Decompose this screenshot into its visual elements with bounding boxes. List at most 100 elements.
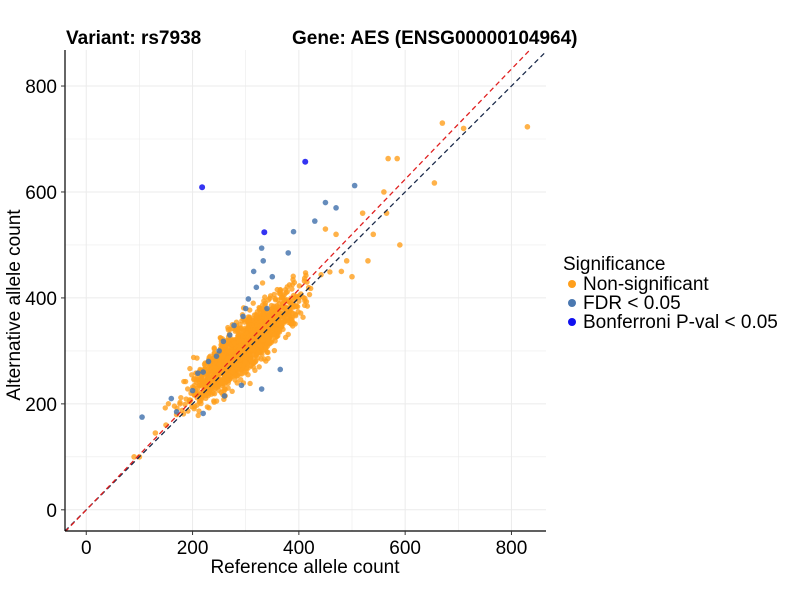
data-point-non-significant	[272, 297, 279, 303]
data-point-non-significant	[207, 374, 213, 381]
legend-key-2	[568, 318, 576, 326]
data-point-non-significant	[289, 286, 295, 292]
data-point-fdr-0-05	[242, 305, 249, 312]
data-point-non-significant	[207, 382, 214, 388]
data-point-non-significant	[180, 411, 187, 417]
data-point-non-significant	[394, 155, 400, 162]
data-point-non-significant	[225, 327, 232, 333]
data-point-non-significant	[265, 297, 272, 303]
data-point-non-significant	[236, 362, 242, 368]
data-point-fdr-0-05	[200, 369, 206, 375]
data-point-non-significant	[236, 338, 242, 344]
data-point-non-significant	[237, 356, 243, 363]
data-point-fdr-0-05	[250, 268, 257, 275]
data-point-fdr-0-05	[290, 228, 297, 235]
data-point-fdr-0-05	[277, 366, 284, 373]
data-point-non-significant	[207, 386, 214, 392]
data-point-non-significant	[286, 282, 293, 288]
data-point-non-significant	[265, 349, 271, 356]
data-point-non-significant	[260, 322, 266, 329]
data-point-non-significant	[178, 394, 184, 401]
data-point-non-significant	[152, 430, 159, 436]
data-point-fdr-0-05	[226, 332, 233, 338]
data-point-fdr-0-05	[245, 296, 252, 302]
data-point-non-significant	[204, 404, 211, 410]
data-point-non-significant	[295, 309, 301, 315]
data-point-non-significant	[223, 358, 229, 364]
y-tick-label: 200	[25, 395, 57, 416]
data-point-non-significant	[243, 353, 249, 360]
data-point-fdr-0-05	[139, 414, 145, 420]
legend-label-2: Bonferroni P-val < 0.05	[583, 312, 778, 333]
data-point-non-significant	[265, 355, 271, 362]
data-point-non-significant	[250, 347, 257, 353]
data-point-non-significant	[431, 180, 438, 186]
data-point-fdr-0-05	[264, 305, 270, 312]
data-point-non-significant	[219, 352, 226, 359]
data-point-non-significant	[184, 386, 191, 392]
data-point-non-significant	[322, 226, 329, 232]
data-point-non-significant	[338, 268, 345, 275]
y-tick-label: 0	[46, 501, 57, 522]
legend-title: Significance	[563, 254, 665, 275]
data-point-non-significant	[318, 272, 324, 278]
data-point-non-significant	[250, 360, 257, 366]
data-point-non-significant	[195, 412, 201, 419]
data-point-fdr-0-05	[173, 409, 180, 415]
data-point-non-significant	[303, 272, 309, 279]
data-point-non-significant	[281, 311, 287, 318]
data-point-non-significant	[274, 302, 280, 309]
data-point-fdr-0-05	[322, 199, 329, 206]
x-tick-label: 800	[496, 538, 528, 559]
data-point-non-significant	[265, 338, 272, 345]
y-tick-label: 400	[25, 289, 57, 310]
x-tick-label: 200	[177, 538, 209, 559]
y-tick-label: 600	[25, 183, 57, 204]
data-point-bonferroni-p-val-0-05	[199, 184, 206, 191]
data-point-non-significant	[171, 403, 178, 409]
data-point-non-significant	[261, 356, 267, 362]
data-point-fdr-0-05	[205, 358, 212, 365]
data-point-non-significant	[245, 314, 252, 320]
data-point-non-significant	[250, 300, 256, 306]
data-point-non-significant	[333, 231, 339, 238]
data-point-non-significant	[268, 317, 274, 323]
data-point-non-significant	[276, 327, 283, 333]
data-point-non-significant	[247, 356, 254, 362]
data-point-non-significant	[365, 258, 371, 264]
data-point-fdr-0-05	[253, 284, 260, 291]
reference-line-identity	[65, 51, 546, 531]
data-point-non-significant	[274, 320, 281, 327]
data-point-non-significant	[198, 400, 204, 407]
data-point-non-significant	[165, 401, 172, 407]
data-point-fdr-0-05	[351, 182, 358, 189]
data-point-non-significant	[290, 303, 297, 310]
data-point-non-significant	[216, 361, 222, 367]
data-point-non-significant	[349, 273, 355, 280]
data-point-fdr-0-05	[269, 273, 276, 280]
data-point-non-significant	[264, 333, 270, 339]
data-point-non-significant	[242, 359, 249, 365]
data-point-non-significant	[221, 386, 227, 392]
data-point-non-significant	[182, 401, 188, 408]
x-tick-label: 400	[283, 538, 315, 559]
data-point-non-significant	[243, 368, 249, 375]
y-tick-label: 800	[25, 77, 57, 98]
data-point-non-significant	[211, 399, 217, 405]
x-tick-label: 0	[81, 538, 92, 559]
data-point-non-significant	[223, 375, 229, 381]
data-point-non-significant	[288, 309, 294, 315]
data-point-non-significant	[460, 125, 467, 132]
data-point-non-significant	[439, 120, 446, 126]
x-tick-label: 600	[389, 538, 421, 559]
data-point-fdr-0-05	[312, 218, 318, 224]
data-point-non-significant	[284, 315, 290, 322]
legend-key-1	[568, 299, 576, 307]
data-point-fdr-0-05	[200, 410, 206, 417]
x-axis-label: Reference allele count	[210, 557, 400, 578]
tick-labels: 0 200 400 600 800 0 200 400 600 800	[25, 77, 527, 559]
data-point-non-significant	[285, 331, 291, 338]
data-point-non-significant	[255, 349, 262, 356]
